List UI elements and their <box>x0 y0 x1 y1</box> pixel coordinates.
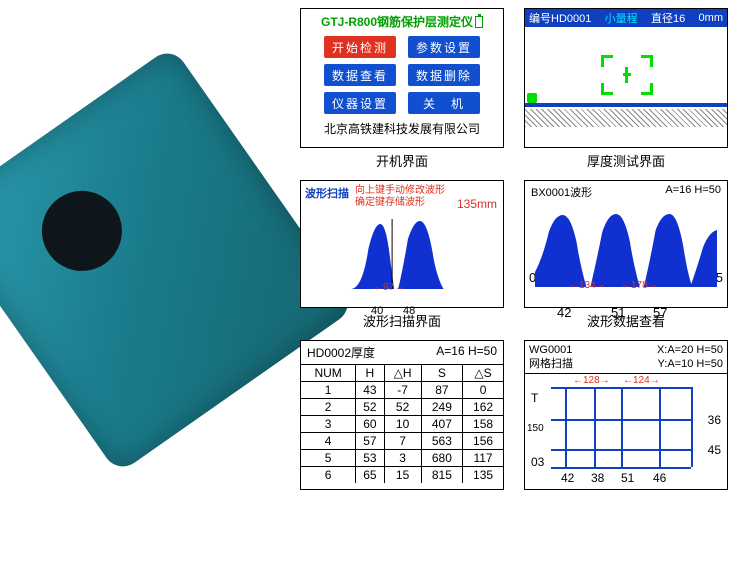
caption-thickness: 厚度测试界面 <box>587 151 665 170</box>
wavescan-chart <box>311 219 493 289</box>
thickness-range: 小量程 <box>605 10 638 26</box>
panel-wave-view: BX0001波形 A=16 H=50 00 05 ←134→ ←178→ 42 … <box>524 180 728 308</box>
panel-thickness-test: 编号HD0001 小量程 直径16 0mm <box>524 8 728 148</box>
table-row: 36010407158 <box>301 416 503 433</box>
data-table: NUMH△HS△S 143-78702525224916236010407158… <box>301 365 503 483</box>
data-delete-button[interactable]: 数据删除 <box>408 64 480 86</box>
table-header: S <box>421 365 462 382</box>
table-header: △H <box>384 365 421 382</box>
cursor-dot <box>527 93 537 103</box>
panel-grid-scan: WG0001 X:A=20 H=50 网格扫描 Y:A=10 H=50 ←128… <box>524 340 728 490</box>
grid-x-1: 38 <box>591 471 604 485</box>
grid-x-2: 51 <box>621 471 634 485</box>
table-header: NUM <box>301 365 356 382</box>
grid-yr-0: 36 <box>708 413 721 427</box>
waveview-marker-0: ←134→ <box>569 280 606 291</box>
waveview-title: BX0001波形 <box>531 184 592 200</box>
waveview-x1: 51 <box>611 305 625 320</box>
table-row: 66515815135 <box>301 467 503 484</box>
panels-grid: GTJ-R800钢筋保护层测定仪 开始检测 参数设置 数据查看 数据删除 仪器设… <box>300 8 740 494</box>
wavescan-marker: ←97→ <box>373 282 404 293</box>
wavescan-label: 波形扫描 <box>305 185 349 209</box>
grid-yr-1: 45 <box>708 443 721 457</box>
waveview-chart <box>535 212 717 287</box>
grid-top-marker-1: ←124→ <box>623 375 660 386</box>
grid-subtitle: 网格扫描 <box>529 357 573 371</box>
table-header: △S <box>463 365 503 382</box>
wavescan-x1: 48 <box>403 305 415 317</box>
wavescan-reading: 135mm <box>457 197 497 211</box>
company-label: 北京高铁建科技发展有限公司 <box>324 120 480 137</box>
waveview-params: A=16 H=50 <box>665 184 721 200</box>
grid-yl-2: 03 <box>531 455 544 469</box>
thickness-header: 编号HD0001 小量程 直径16 0mm <box>525 9 727 27</box>
thickness-id: 编号HD0001 <box>529 10 591 26</box>
thickness-diameter: 直径16 <box>651 10 685 26</box>
table-params: A=16 H=50 <box>436 344 497 361</box>
panel-main-menu: GTJ-R800钢筋保护层测定仪 开始检测 参数设置 数据查看 数据删除 仪器设… <box>300 8 504 148</box>
settings-button[interactable]: 仪器设置 <box>324 92 396 114</box>
grid-x-0: 42 <box>561 471 574 485</box>
params-button[interactable]: 参数设置 <box>408 36 480 58</box>
device-title: GTJ-R800钢筋保护层测定仪 <box>321 13 483 30</box>
waveview-x2: 57 <box>653 305 667 320</box>
waveview-marker-1: ←178→ <box>621 280 658 291</box>
panel-table: HD0002厚度 A=16 H=50 NUMH△HS△S 143-7870252… <box>300 340 504 490</box>
table-row: 143-7870 <box>301 382 503 399</box>
grid-yl-0: T <box>531 391 538 405</box>
grid-yl-1: 150 <box>527 423 544 434</box>
wavescan-hint: 向上键手动修改波形确定键存储波形 <box>355 185 445 209</box>
table-row: 4577563156 <box>301 433 503 450</box>
thickness-value: 0mm <box>699 12 723 24</box>
grid-top-marker-0: ←128→ <box>573 375 610 386</box>
power-off-button[interactable]: 关 机 <box>408 92 480 114</box>
table-header: H <box>356 365 384 382</box>
wavescan-x0: 40 <box>371 305 383 317</box>
caption-main-menu: 开机界面 <box>376 151 428 170</box>
table-title: HD0002厚度 <box>307 344 375 361</box>
waveview-x0: 42 <box>557 305 571 320</box>
grid-title: WG0001 <box>529 343 572 357</box>
battery-icon <box>475 16 483 28</box>
start-detect-button[interactable]: 开始检测 <box>324 36 396 58</box>
grid-chart <box>551 387 691 467</box>
data-view-button[interactable]: 数据查看 <box>324 64 396 86</box>
grid-l2: Y:A=10 H=50 <box>658 357 723 371</box>
grid-l1: X:A=20 H=50 <box>657 343 723 357</box>
grid-x-3: 46 <box>653 471 666 485</box>
table-row: 25252249162 <box>301 399 503 416</box>
table-row: 5533680117 <box>301 450 503 467</box>
target-bracket-icon <box>601 55 653 95</box>
panel-wave-scan: 波形扫描 向上键手动修改波形确定键存储波形 135mm ←97→ 40 48 <box>300 180 504 308</box>
